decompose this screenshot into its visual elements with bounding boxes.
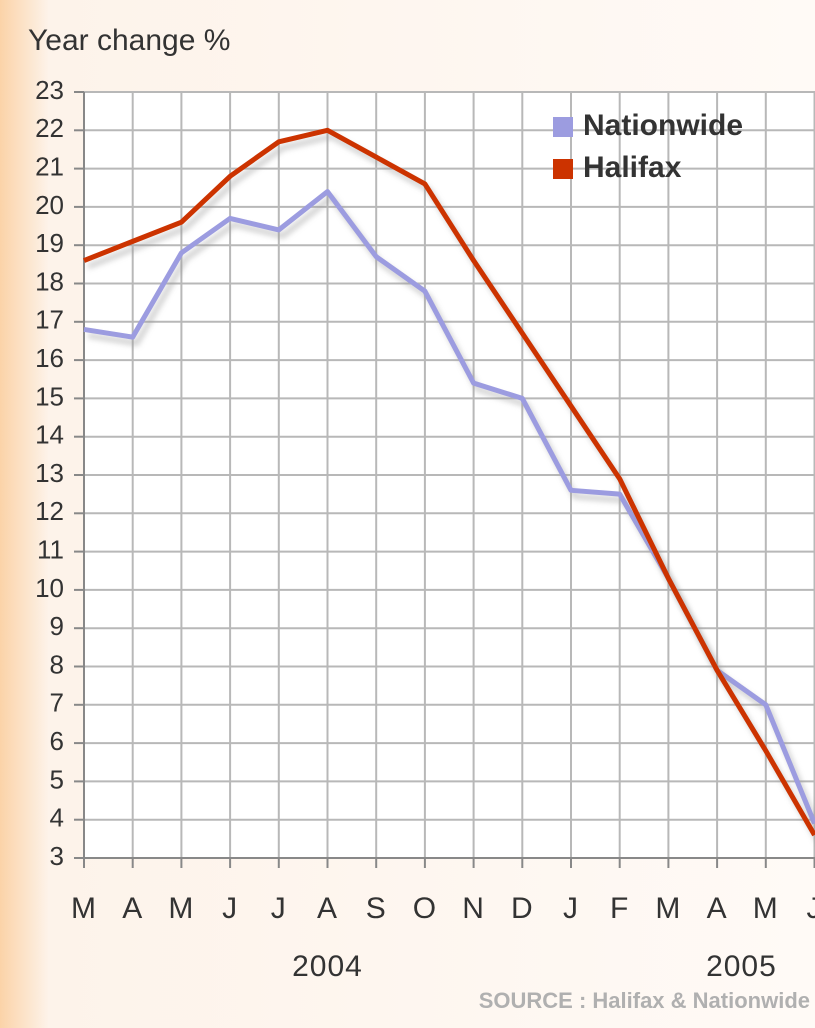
- x-tick-label: A: [122, 892, 143, 925]
- y-tick-label: 22: [35, 113, 64, 143]
- y-tick-label: 19: [35, 228, 64, 258]
- y-tick-label: 12: [35, 496, 64, 526]
- y-tick-label: 6: [50, 726, 64, 756]
- y-tick-label: 20: [35, 190, 64, 220]
- x-tick-label: O: [413, 892, 437, 925]
- year-label: 2004: [292, 950, 363, 983]
- x-tick-label: M: [753, 892, 779, 925]
- series-line: [83, 127, 815, 837]
- x-tick-label: J: [271, 892, 287, 925]
- y-tick-label: 17: [35, 305, 64, 335]
- x-tick-label: A: [707, 892, 728, 925]
- legend-swatch: [553, 117, 573, 137]
- legend-label: Halifax: [583, 151, 682, 184]
- x-tick-label: N: [462, 892, 485, 925]
- year-label: 2005: [706, 950, 777, 983]
- x-tick-label: M: [168, 892, 194, 925]
- source: SOURCE : Halifax & Nationwide: [479, 988, 810, 1013]
- x-tick-label: J: [222, 892, 238, 925]
- y-tick-label: 9: [50, 611, 64, 641]
- chart-title: Year change %: [28, 24, 230, 57]
- y-tick-label: 16: [35, 343, 64, 373]
- y-tick-label: 8: [50, 649, 64, 679]
- y-tick-label: 15: [35, 381, 64, 411]
- x-tick-label: F: [610, 892, 629, 925]
- x-tick-label: J: [807, 892, 815, 925]
- y-tick-label: 4: [50, 803, 64, 833]
- legend-label: Nationwide: [583, 109, 743, 142]
- x-tick-label: A: [317, 892, 338, 925]
- y-tick-label: 13: [35, 458, 64, 488]
- y-tick-label: 14: [35, 420, 64, 450]
- y-tick-label: 7: [50, 688, 64, 718]
- y-tick-label: 18: [35, 266, 64, 296]
- y-tick-label: 3: [50, 841, 64, 871]
- x-tick-label: J: [563, 892, 579, 925]
- x-tick-label: M: [655, 892, 681, 925]
- x-tick-label: M: [71, 892, 97, 925]
- y-tick-label: 23: [35, 75, 64, 105]
- y-tick-label: 21: [35, 151, 64, 181]
- x-tick-label: S: [366, 892, 387, 925]
- x-tick-label: D: [511, 892, 534, 925]
- y-tick-label: 11: [37, 534, 64, 564]
- y-tick-label: 10: [35, 573, 64, 603]
- y-tick-label: 5: [50, 764, 64, 794]
- legend-swatch: [553, 159, 573, 179]
